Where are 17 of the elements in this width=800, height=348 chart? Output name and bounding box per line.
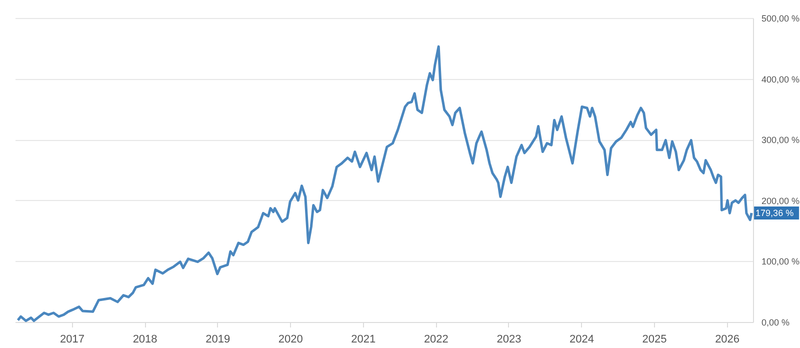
y-tick-label: 200,00 % bbox=[762, 196, 800, 206]
y-tick-label: 0,00 % bbox=[762, 318, 790, 328]
annotation: 179,36 % bbox=[756, 208, 794, 218]
y-tick-label: 500,00 % bbox=[762, 14, 800, 24]
x-tick-label: 2024 bbox=[569, 334, 594, 346]
x-tick-label: 2021 bbox=[351, 334, 376, 346]
x-tick-label: 2020 bbox=[278, 334, 303, 346]
x-tick-label: 2025 bbox=[642, 334, 667, 346]
y-tick-label: 100,00 % bbox=[762, 256, 800, 267]
x-tick-label: 2018 bbox=[132, 334, 158, 346]
x-tick-label: 2026 bbox=[715, 334, 740, 346]
x-tick-label: 2022 bbox=[424, 334, 448, 346]
y-tick-label: 400,00 % bbox=[762, 74, 800, 84]
x-tick-label: 2023 bbox=[496, 334, 522, 346]
x-tick-label: 2017 bbox=[60, 334, 85, 346]
x-tick-label: 2019 bbox=[206, 334, 230, 346]
y-tick-label: 300,00 % bbox=[762, 135, 800, 146]
